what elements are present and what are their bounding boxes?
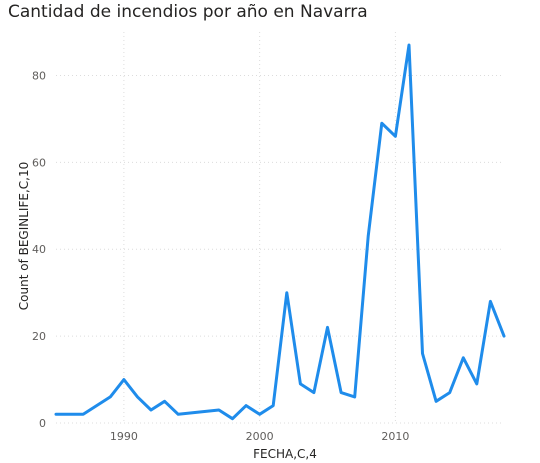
x-tick-label: 1990 bbox=[110, 430, 138, 443]
y-axis-ticks: 0 20 40 60 80 bbox=[32, 69, 46, 430]
series-line bbox=[54, 43, 506, 421]
x-axis-title: FECHA,C,4 bbox=[253, 447, 317, 461]
x-tick-label: 2010 bbox=[381, 430, 409, 443]
y-tick-label: 80 bbox=[32, 69, 46, 82]
data-points bbox=[55, 44, 506, 421]
y-tick-label: 20 bbox=[32, 330, 46, 343]
y-tick-label: 0 bbox=[39, 417, 46, 430]
y-tick-label: 40 bbox=[32, 243, 46, 256]
y-tick-label: 60 bbox=[32, 156, 46, 169]
chart-title: Cantidad de incendios por año en Navarra bbox=[8, 2, 368, 22]
y-axis-title: Count of BEGINLIFE,C,10 bbox=[17, 162, 31, 310]
x-axis-ticks: 1990 2000 2010 bbox=[110, 430, 410, 443]
x-tick-label: 2000 bbox=[246, 430, 274, 443]
gridlines bbox=[56, 32, 504, 424]
